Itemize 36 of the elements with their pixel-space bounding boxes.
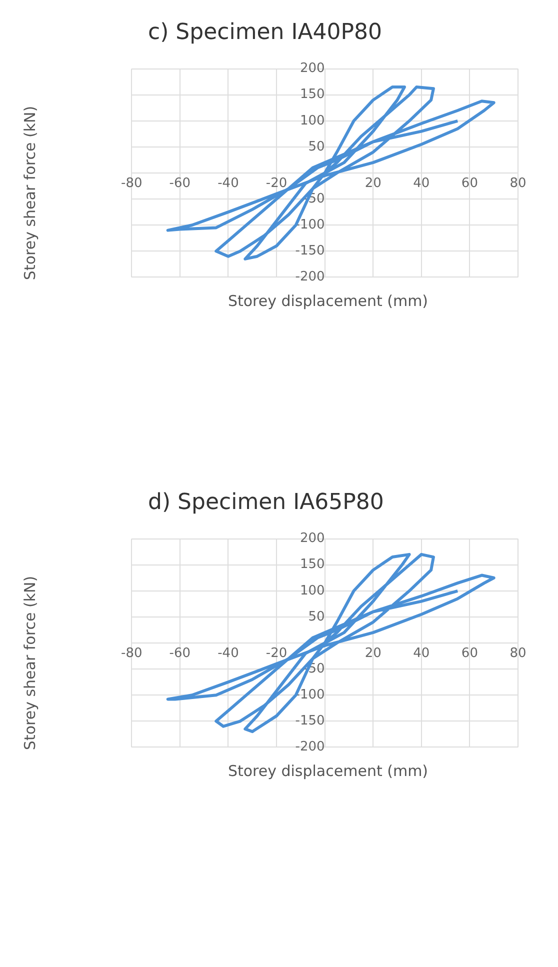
x-tick-label: -40: [218, 176, 239, 192]
y-tick-label: -150: [295, 244, 325, 259]
x-tick-label: -20: [266, 646, 288, 662]
y-tick-label: 150: [300, 557, 325, 572]
x-tick-label: 40: [413, 646, 430, 662]
x-tick-label: -60: [169, 176, 191, 192]
chart-title: d) Specimen IA65P80: [148, 490, 384, 515]
y-tick-label: -200: [295, 740, 325, 755]
y-axis-title: Storey shear force (kN): [21, 576, 39, 750]
y-tick-label: -100: [295, 217, 325, 232]
y-tick-label: 200: [300, 61, 325, 76]
x-tick-label: -40: [218, 646, 239, 662]
chart-title: c) Specimen IA40P80: [148, 20, 382, 45]
x-tick-label: 20: [364, 646, 382, 662]
y-tick-label: 150: [300, 87, 325, 102]
x-tick-label: 60: [461, 646, 478, 662]
y-tick-label: 50: [308, 609, 325, 624]
y-tick-label: -200: [295, 270, 325, 285]
y-tick-label: 100: [300, 583, 325, 598]
x-axis-title: Storey displacement (mm): [226, 292, 430, 310]
y-tick-label: 200: [300, 531, 325, 546]
y-tick-label: 100: [300, 113, 325, 128]
x-tick-label: 60: [461, 176, 478, 192]
x-tick-label: -20: [266, 176, 288, 192]
x-tick-label: -60: [169, 646, 191, 662]
y-tick-label: -100: [295, 687, 325, 702]
x-tick-label: 80: [510, 176, 526, 192]
x-tick-label: 80: [510, 646, 526, 662]
x-tick-label: -80: [121, 646, 142, 662]
y-tick-label: 50: [308, 139, 325, 154]
x-tick-label: 40: [413, 176, 430, 192]
x-tick-label: 20: [364, 176, 382, 192]
y-tick-label: -150: [295, 714, 325, 729]
x-axis-title: Storey displacement (mm): [226, 762, 430, 780]
x-tick-label: -80: [121, 176, 142, 192]
y-axis-title: Storey shear force (kN): [21, 106, 39, 280]
